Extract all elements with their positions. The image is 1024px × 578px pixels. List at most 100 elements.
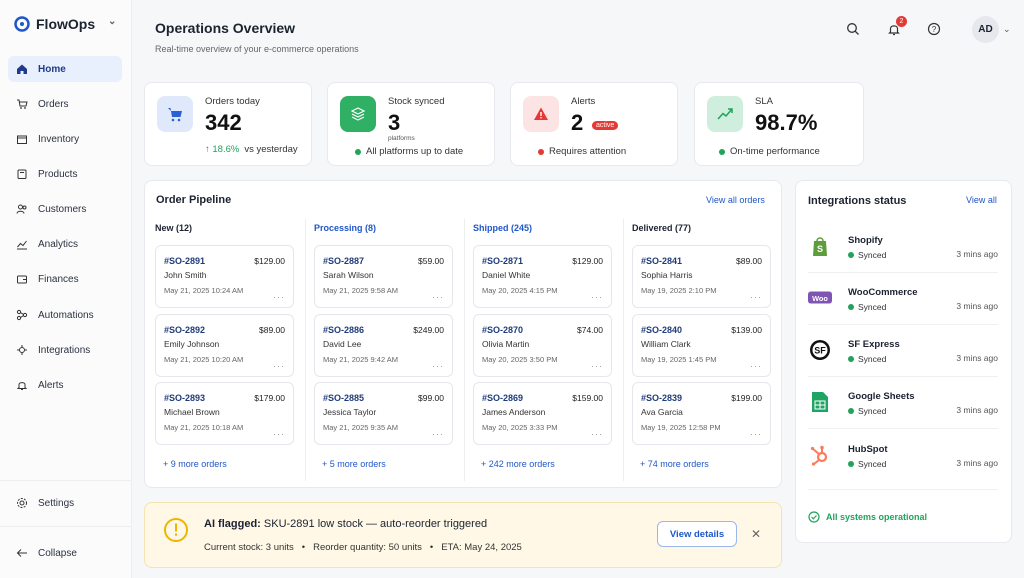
order-card[interactable]: #SO-2887 $59.00 Sarah Wilson May 21, 2025 9… <box>314 245 453 308</box>
order-amount: $59.00 <box>418 256 444 266</box>
more-orders-link[interactable]: + 242 more orders <box>481 459 555 469</box>
sidebar-item-alerts[interactable]: Alerts <box>8 372 122 398</box>
brand[interactable]: FlowOps ⌄ <box>14 16 124 32</box>
notifications-button[interactable]: 2 <box>885 16 907 38</box>
sidebar-item-analytics[interactable]: Analytics <box>8 231 122 257</box>
sidebar-item-automations[interactable]: Automations <box>8 302 122 328</box>
separator-dot: • <box>301 542 306 553</box>
more-options-icon[interactable]: ··· <box>432 292 444 302</box>
order-date: May 21, 2025 9:58 AM <box>323 286 399 295</box>
sidebar-item-label: Alerts <box>38 379 64 391</box>
stat-card-stock[interactable]: Stock synced 3 platforms All platforms u… <box>327 82 495 166</box>
more-options-icon[interactable]: ··· <box>750 361 762 371</box>
help-button[interactable]: ? <box>925 20 943 38</box>
order-card[interactable]: #SO-2870 $74.00 Olivia Martin May 20, 2025 … <box>473 314 612 377</box>
order-card[interactable]: #SO-2893 $179.00 Michael Brown May 21, 2025… <box>155 382 294 445</box>
more-orders-link[interactable]: + 5 more orders <box>322 459 386 469</box>
order-card[interactable]: #SO-2891 $129.00 John Smith May 21, 2025 10… <box>155 245 294 308</box>
integrations-title: Integrations status <box>808 195 907 207</box>
sidebar-item-customers[interactable]: Customers <box>8 196 122 222</box>
chevron-down-icon[interactable]: ⌄ <box>1003 24 1011 34</box>
order-date: May 20, 2025 3:33 PM <box>482 423 558 432</box>
search-button[interactable] <box>844 20 862 38</box>
more-options-icon[interactable]: ··· <box>273 292 285 302</box>
order-card[interactable]: #SO-2840 $139.00 William Clark May 19, 2025… <box>632 314 771 377</box>
integration-row-woocommerce[interactable]: Woo WooCommerce Synced 3 mins ago <box>808 282 998 334</box>
stat-card-sla[interactable]: SLA 98.7% On-time performance <box>694 82 864 166</box>
sidebar-divider <box>0 526 131 527</box>
pipeline-column-header: New (12) <box>155 223 193 233</box>
integration-name: Google Sheets <box>848 391 915 402</box>
avatar[interactable]: AD <box>972 16 999 43</box>
integration-row-hubspot[interactable]: HubSpot Synced 3 mins ago <box>808 439 998 491</box>
integration-status: Synced <box>848 302 886 312</box>
ai-alert-reorder: Reorder quantity: 50 units <box>313 542 422 553</box>
order-date: May 21, 2025 9:35 AM <box>323 423 399 432</box>
order-amount: $199.00 <box>731 393 762 403</box>
view-all-orders-link[interactable]: View all orders <box>706 195 765 205</box>
more-options-icon[interactable]: ··· <box>591 292 603 302</box>
order-card[interactable]: #SO-2839 $199.00 Ava Garcia May 19, 2025 12… <box>632 382 771 445</box>
stat-unit: platforms <box>388 135 415 142</box>
more-options-icon[interactable]: ··· <box>432 429 444 439</box>
order-card[interactable]: #SO-2892 $89.00 Emily Johnson May 21, 2025 … <box>155 314 294 377</box>
stat-note: Requires attention <box>538 146 626 157</box>
sidebar-item-inventory[interactable]: Inventory <box>8 126 122 152</box>
page-subtitle: Real-time overview of your e-commerce op… <box>155 44 359 54</box>
more-options-icon[interactable]: ··· <box>591 429 603 439</box>
sidebar-item-label: Analytics <box>38 238 79 250</box>
more-options-icon[interactable]: ··· <box>591 361 603 371</box>
order-card[interactable]: #SO-2841 $89.00 Sophia Harris May 19, 2025 … <box>632 245 771 308</box>
view-all-integrations-link[interactable]: View all <box>966 195 997 205</box>
check-circle-icon <box>808 511 820 523</box>
stat-card-alerts[interactable]: Alerts 2 active Requires attention <box>510 82 678 166</box>
collapse-button[interactable]: Collapse <box>8 540 122 566</box>
sidebar-item-products[interactable]: Products <box>8 161 122 187</box>
sidebar-item-orders[interactable]: Orders <box>8 91 122 117</box>
integration-row-shopify[interactable]: S Shopify Synced 3 mins ago <box>808 230 998 282</box>
integration-row-google-sheets[interactable]: Google Sheets Synced 3 mins ago <box>808 386 998 438</box>
order-card[interactable]: #SO-2871 $129.00 Daniel White May 20, 2025 … <box>473 245 612 308</box>
sidebar-divider <box>0 480 131 481</box>
order-amount: $74.00 <box>577 325 603 335</box>
order-id: #SO-2887 <box>323 256 365 266</box>
bell-icon <box>888 25 900 36</box>
order-card[interactable]: #SO-2886 $249.00 David Lee May 21, 2025 9:4… <box>314 314 453 377</box>
sidebar-item-home[interactable]: Home <box>8 56 122 82</box>
more-options-icon[interactable]: ··· <box>432 361 444 371</box>
more-options-icon[interactable]: ··· <box>750 292 762 302</box>
ai-alert-title: AI flagged: SKU-2891 low stock — auto-re… <box>204 518 487 530</box>
column-divider <box>464 219 465 481</box>
customer-name: Emily Johnson <box>164 339 220 349</box>
sidebar-item-settings[interactable]: Settings <box>8 490 122 516</box>
order-date: May 21, 2025 10:20 AM <box>164 355 244 364</box>
close-icon[interactable]: ✕ <box>751 527 762 541</box>
order-card[interactable]: #SO-2869 $159.00 James Anderson May 20, 202… <box>473 382 612 445</box>
sidebar-item-integrations[interactable]: Integrations <box>8 337 122 363</box>
layers-icon <box>340 96 376 132</box>
view-details-button[interactable]: View details <box>657 521 737 547</box>
stat-value: 98.7% <box>755 110 818 135</box>
more-orders-link[interactable]: + 9 more orders <box>163 459 227 469</box>
stat-label: Orders today <box>205 96 260 107</box>
more-options-icon[interactable]: ··· <box>273 429 285 439</box>
sidebar-item-label: Integrations <box>38 344 91 356</box>
sf-express-icon: SF <box>808 338 832 362</box>
stat-label: SLA <box>755 96 773 107</box>
more-options-icon[interactable]: ··· <box>273 361 285 371</box>
integration-name: Shopify <box>848 235 883 246</box>
customer-name: William Clark <box>641 339 691 349</box>
sidebar-item-finances[interactable]: Finances <box>8 266 122 292</box>
sidebar: FlowOps ⌄ Home Orders Inventory Products… <box>0 0 132 578</box>
integration-row-sf-express[interactable]: SF SF Express Synced 3 mins ago <box>808 334 998 386</box>
stat-card-orders[interactable]: Orders today 342 ↑ 18.6% vs yesterday <box>144 82 312 166</box>
chevron-down-icon[interactable]: ⌄ <box>108 16 117 27</box>
more-options-icon[interactable]: ··· <box>750 429 762 439</box>
customer-name: Jessica Taylor <box>323 407 377 417</box>
more-orders-link[interactable]: + 74 more orders <box>640 459 709 469</box>
integration-status: Synced <box>848 459 886 469</box>
stat-value: 2 <box>571 110 584 135</box>
ai-alert-prefix: AI flagged: <box>204 518 261 530</box>
order-date: May 21, 2025 10:18 AM <box>164 423 244 432</box>
order-card[interactable]: #SO-2885 $99.00 Jessica Taylor May 21, 2025… <box>314 382 453 445</box>
